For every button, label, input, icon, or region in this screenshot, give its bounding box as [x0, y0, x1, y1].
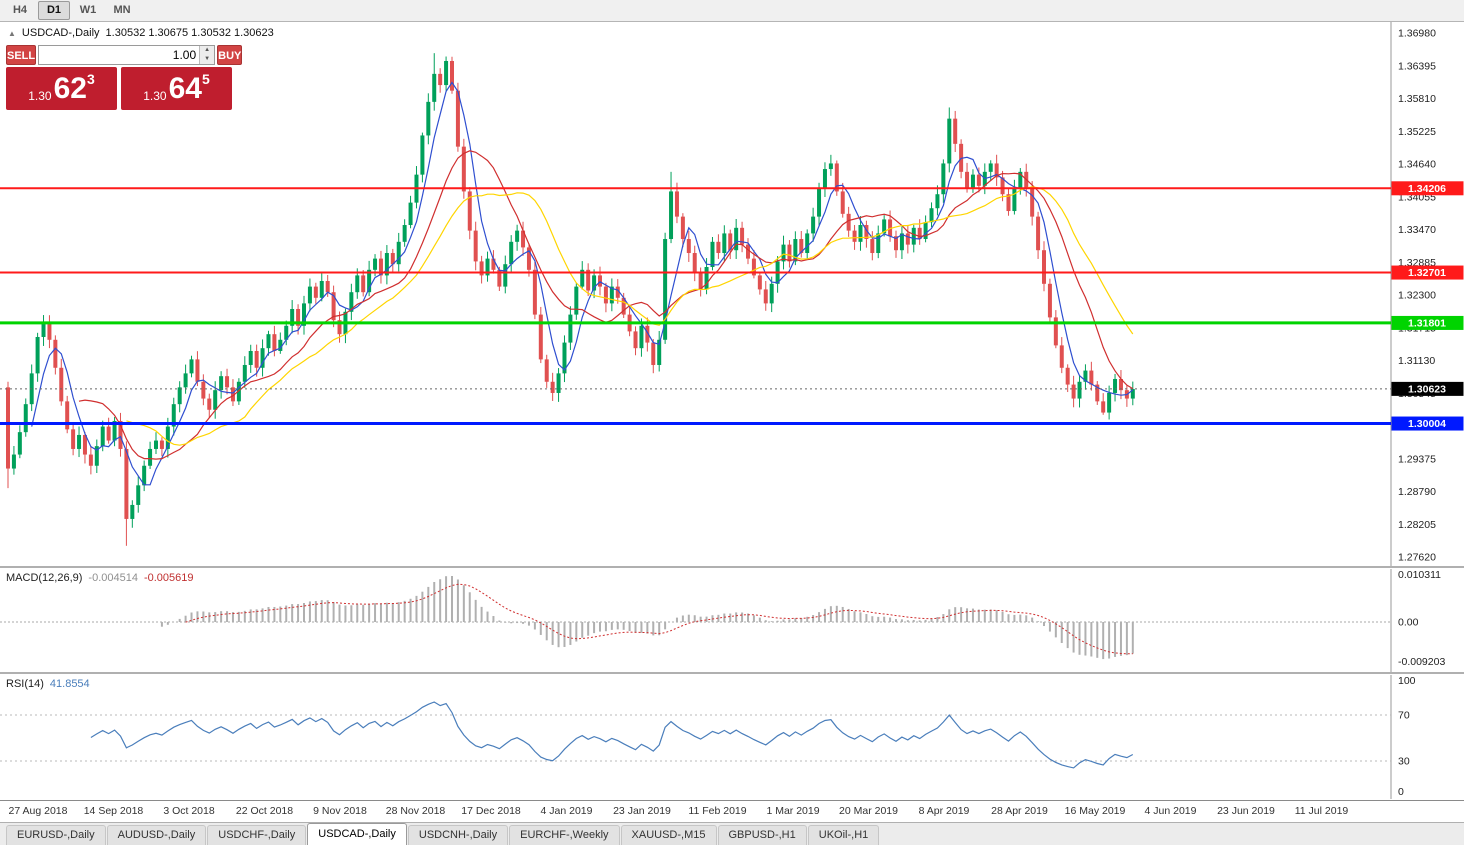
panel-splitter[interactable] — [0, 566, 1464, 568]
sell-price-figure: 1.30 — [28, 89, 52, 103]
svg-text:1.36395: 1.36395 — [1398, 60, 1436, 72]
buy-price-pips: 64 — [168, 72, 202, 105]
sell-button[interactable]: SELL — [6, 45, 37, 65]
date-label: 11 Jul 2019 — [1294, 805, 1349, 817]
chart-symbol-label: USDCAD-,Daily — [21, 27, 100, 39]
chart-title: ▲ USDCAD-,Daily 1.30532 1.30675 1.30532 … — [8, 27, 274, 39]
rsi-panel[interactable]: 100 70 30 0 — [0, 675, 1464, 799]
date-label: 3 Oct 2018 — [163, 805, 215, 817]
buy-price-point: 5 — [201, 71, 210, 87]
svg-text:1.34206: 1.34206 — [1408, 183, 1446, 195]
svg-text:1.32300: 1.32300 — [1398, 290, 1436, 302]
date-label: 23 Jan 2019 — [613, 805, 671, 817]
sell-price-point: 3 — [86, 71, 95, 87]
volume-field: ▲ ▼ — [38, 45, 216, 65]
hline-1.34206[interactable]: 1.34206 — [0, 181, 1464, 196]
hline-1.30004[interactable]: 1.30004 — [0, 416, 1464, 431]
rsi-axis-labels: 100 70 30 0 — [1398, 675, 1416, 798]
svg-text:1.31801: 1.31801 — [1408, 317, 1446, 329]
svg-text:1.36980: 1.36980 — [1398, 28, 1436, 40]
macd-panel[interactable]: 0.010311 0.00 -0.009203 — [0, 569, 1464, 672]
svg-text:1.30004: 1.30004 — [1408, 418, 1446, 430]
volume-spinner: ▲ ▼ — [199, 46, 215, 64]
one-click-trading-panel: SELL ▲ ▼ BUY 1.30 62 3 1.30 64 5 — [6, 45, 243, 110]
date-label: 16 May 2019 — [1064, 805, 1126, 817]
tab-xauusd-m15[interactable]: XAUUSD-,M15 — [620, 825, 717, 845]
date-label: 27 Aug 2018 — [8, 805, 68, 817]
ma-21-line — [126, 186, 1134, 446]
buy-price-figure: 1.30 — [143, 89, 167, 103]
date-label: 1 Mar 2019 — [766, 805, 820, 817]
tab-audusd-daily[interactable]: AUDUSD-,Daily — [106, 825, 207, 845]
svg-text:0.00: 0.00 — [1398, 617, 1419, 629]
date-label: 28 Nov 2018 — [385, 805, 446, 817]
panel-splitter[interactable] — [0, 672, 1464, 674]
date-label: 23 Jun 2019 — [1217, 805, 1275, 817]
current-price-label: 1.30623 — [1391, 381, 1464, 396]
macd-signal-line — [185, 583, 1133, 655]
svg-text:1.33470: 1.33470 — [1398, 224, 1436, 236]
date-label: 28 Apr 2019 — [991, 805, 1048, 817]
buy-price-button[interactable]: 1.30 64 5 — [121, 67, 232, 110]
svg-text:1.34640: 1.34640 — [1398, 159, 1436, 171]
date-label: 14 Sep 2018 — [83, 805, 144, 817]
svg-text:1.35810: 1.35810 — [1398, 93, 1436, 105]
svg-text:1.31130: 1.31130 — [1398, 355, 1435, 367]
ma-5-line — [31, 81, 1134, 486]
svg-text:1.35225: 1.35225 — [1398, 126, 1436, 138]
date-label: 11 Feb 2019 — [688, 805, 747, 817]
macd-axis-labels: 0.010311 0.00 -0.009203 — [1398, 569, 1445, 668]
timeframe-w1[interactable]: W1 — [79, 4, 97, 16]
date-label: 20 Mar 2019 — [839, 805, 898, 817]
tab-gbpusd-h1[interactable]: GBPUSD-,H1 — [717, 825, 807, 845]
svg-text:0.010311: 0.010311 — [1398, 569, 1441, 581]
svg-text:1.30623: 1.30623 — [1408, 383, 1446, 395]
rsi-label: RSI(14) 41.8554 — [6, 678, 90, 690]
timeframe-toolbar: H4 D1 W1 MN — [0, 0, 1464, 22]
hline-1.32701[interactable]: 1.32701 — [0, 265, 1464, 280]
volume-up-icon[interactable]: ▲ — [200, 46, 215, 55]
date-label: 8 Apr 2019 — [918, 805, 970, 817]
tab-ukoil-h1[interactable]: UKOil-,H1 — [807, 825, 880, 845]
macd-label: MACD(12,26,9) -0.004514 -0.005619 — [6, 572, 194, 584]
main-price-chart[interactable]: 1.369801.363951.358101.352251.346401.340… — [0, 22, 1464, 566]
svg-text:1.28790: 1.28790 — [1398, 486, 1436, 498]
svg-text:0: 0 — [1398, 786, 1404, 798]
timeframe-mn[interactable]: MN — [113, 4, 131, 16]
tab-usdcad-daily[interactable]: USDCAD-,Daily — [307, 823, 407, 845]
volume-down-icon[interactable]: ▼ — [200, 55, 215, 64]
date-axis: 27 Aug 2018 14 Sep 2018 3 Oct 2018 22 Oct 2… — [0, 800, 1464, 823]
timeframe-d1[interactable]: D1 — [38, 1, 70, 20]
chart-ohlc-values: 1.30532 1.30675 1.30532 1.30623 — [105, 27, 274, 39]
svg-text:70: 70 — [1398, 710, 1410, 722]
sell-price-button[interactable]: 1.30 62 3 — [6, 67, 117, 110]
date-label: 17 Dec 2018 — [461, 805, 521, 817]
rsi-line — [90, 701, 1134, 769]
svg-text:1.28205: 1.28205 — [1398, 519, 1436, 531]
svg-text:1.29375: 1.29375 — [1398, 453, 1436, 465]
tab-usdchf-daily[interactable]: USDCHF-,Daily — [207, 825, 307, 845]
hline-1.31801[interactable]: 1.31801 — [0, 315, 1464, 330]
date-label: 22 Oct 2018 — [235, 805, 294, 817]
svg-text:1.27620: 1.27620 — [1398, 552, 1436, 564]
one-click-collapse-icon[interactable]: ▲ — [8, 28, 16, 38]
svg-text:1.32701: 1.32701 — [1408, 267, 1446, 279]
macd-histogram — [160, 576, 1134, 660]
date-label: 4 Jun 2019 — [1144, 805, 1197, 817]
date-label: 4 Jan 2019 — [540, 805, 593, 817]
timeframe-h4[interactable]: H4 — [12, 4, 28, 16]
buy-button[interactable]: BUY — [217, 45, 243, 65]
tab-usdcnh-daily[interactable]: USDCNH-,Daily — [407, 825, 509, 845]
svg-text:-0.009203: -0.009203 — [1398, 656, 1445, 668]
svg-text:30: 30 — [1398, 756, 1410, 768]
tab-eurchf-weekly[interactable]: EURCHF-,Weekly — [509, 825, 620, 845]
svg-text:100: 100 — [1398, 675, 1416, 687]
tab-eurusd-daily[interactable]: EURUSD-,Daily — [6, 825, 106, 845]
date-label: 9 Nov 2018 — [313, 805, 367, 817]
sell-price-pips: 62 — [53, 72, 87, 105]
chart-tabs-bar: EURUSD-,Daily AUDUSD-,Daily USDCHF-,Daily U… — [0, 822, 1464, 845]
volume-input[interactable] — [39, 46, 200, 64]
